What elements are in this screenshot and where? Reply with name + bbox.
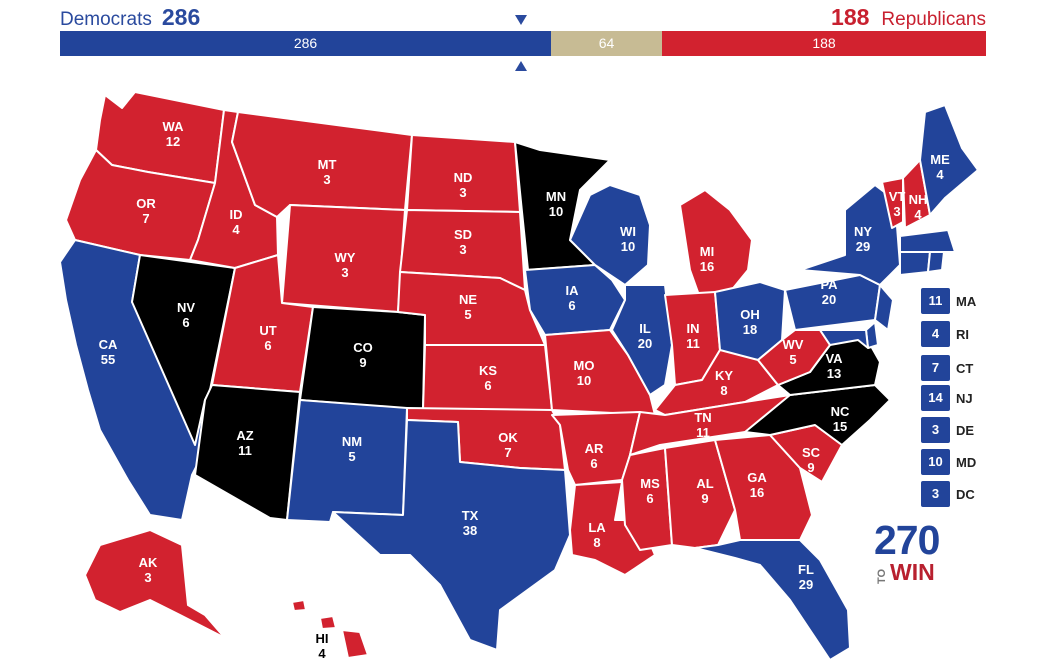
state-nm[interactable]	[286, 399, 408, 523]
state-vt[interactable]	[881, 177, 904, 229]
majority-marker-down-icon	[515, 15, 527, 25]
state-fl[interactable]	[694, 539, 851, 661]
tally-democrat-segment: 286	[60, 31, 551, 56]
small-state-md[interactable]: 10 MD	[921, 449, 976, 475]
small-state-abbr: RI	[956, 326, 969, 342]
tally-tossup-segment: 64	[551, 31, 662, 56]
state-ri[interactable]	[927, 251, 945, 273]
tally-republican-segment: 188	[662, 31, 986, 56]
small-state-ma[interactable]: 11 MA	[921, 288, 976, 314]
small-state-abbr: NJ	[956, 390, 973, 406]
small-state-nj[interactable]: 14 NJ	[921, 385, 973, 411]
small-state-de[interactable]: 3 DE	[921, 417, 974, 443]
state-wi[interactable]	[569, 184, 651, 286]
small-state-abbr: DE	[956, 422, 975, 438]
state-ak[interactable]	[84, 529, 226, 639]
state-md[interactable]	[819, 329, 869, 349]
small-state-ri[interactable]: 4 RI	[921, 321, 969, 347]
small-state-ev: 7	[921, 355, 950, 381]
small-state-ev: 3	[921, 417, 950, 443]
state-wy[interactable]	[281, 204, 406, 313]
logo-win: WIN	[890, 559, 935, 585]
logo-to: TO	[876, 568, 888, 584]
small-state-ev: 4	[921, 321, 950, 347]
state-nd[interactable]	[406, 134, 521, 213]
democrats-header: Democrats 286	[60, 4, 200, 32]
republicans-header: 188 Republicans	[831, 4, 986, 32]
logo-number: 270	[874, 517, 940, 563]
state-hi[interactable]	[291, 599, 369, 659]
state-mi[interactable]	[679, 189, 753, 299]
democrats-label: Democrats	[60, 9, 152, 30]
small-state-dc[interactable]: 3 DC	[921, 481, 975, 507]
small-state-abbr: MA	[956, 293, 977, 309]
small-state-abbr: DC	[956, 486, 975, 502]
electoral-tally-bar: 286 64 188	[60, 31, 986, 56]
state-la[interactable]	[569, 481, 656, 576]
state-pa[interactable]	[784, 274, 881, 331]
small-state-ev: 3	[921, 481, 950, 507]
state-az[interactable]	[194, 384, 301, 521]
republicans-label: Republicans	[881, 9, 986, 30]
small-state-ev: 14	[921, 385, 950, 411]
state-nj[interactable]	[874, 284, 894, 331]
small-state-ev: 11	[921, 288, 950, 314]
270towin-logo[interactable]: 270 TO WIN	[874, 518, 944, 584]
state-ma[interactable]	[899, 229, 956, 253]
republicans-total: 188	[831, 4, 870, 30]
state-tx[interactable]	[332, 419, 571, 651]
majority-marker-up-icon	[515, 61, 527, 71]
state-ct[interactable]	[899, 251, 931, 276]
small-state-ct[interactable]: 7 CT	[921, 355, 973, 381]
state-ks[interactable]	[422, 344, 553, 411]
state-mt[interactable]	[231, 111, 413, 218]
small-state-abbr: MD	[956, 454, 977, 470]
state-co[interactable]	[299, 306, 426, 411]
democrats-total: 286	[161, 4, 201, 30]
small-state-abbr: CT	[956, 360, 974, 376]
small-state-ev: 10	[921, 449, 950, 475]
state-me[interactable]	[919, 104, 979, 216]
